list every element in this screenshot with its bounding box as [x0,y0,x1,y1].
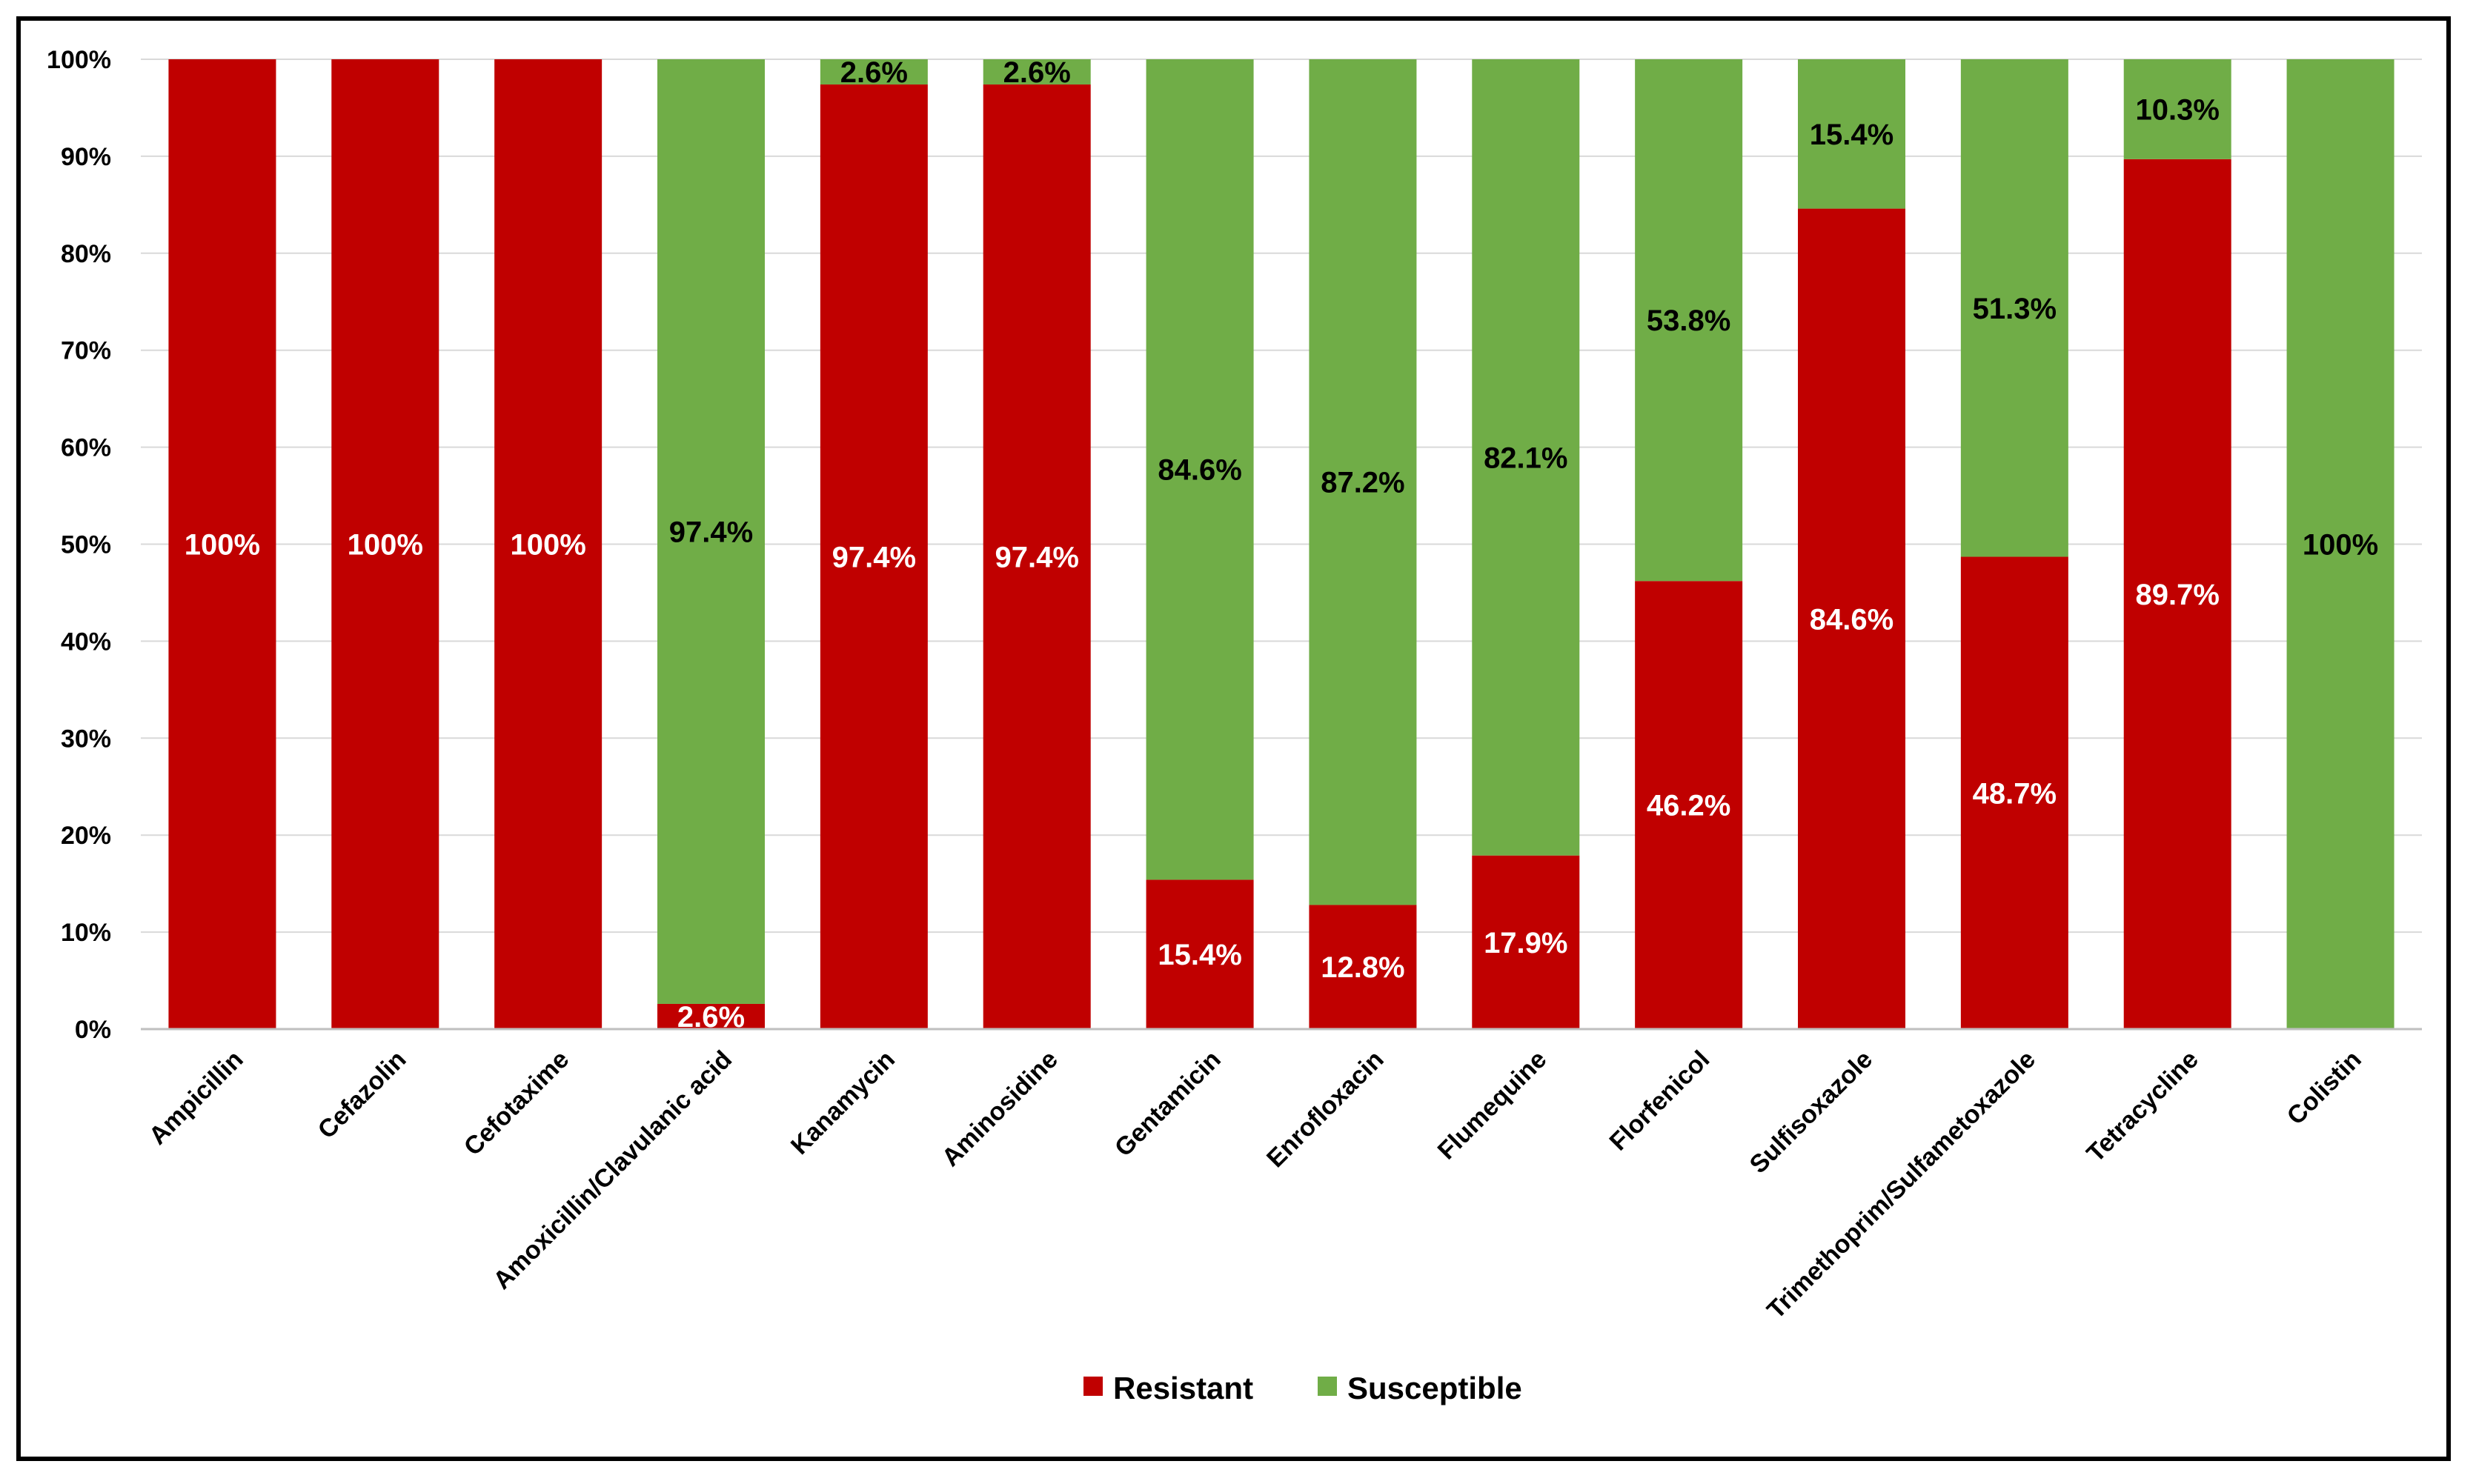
x-category-label: Gentamicin [1109,1045,1227,1162]
x-axis-category-labels: Ampicillin Cefazolin CefotaximeAmoxicillin… [144,1045,2367,1325]
y-tick-label: 30% [61,725,111,753]
y-tick-label: 70% [61,337,111,365]
y-tick-label: 60% [61,434,111,462]
data-label-resistant: 100% [510,529,585,562]
data-label-resistant: 12.8% [1321,951,1404,984]
y-tick-label: 100% [47,46,111,74]
data-label-resistant: 46.2% [1647,790,1730,822]
data-label-resistant: 100% [348,529,423,562]
bar-susceptible [1472,59,1580,856]
bars [168,59,2394,1030]
bar-susceptible [2123,59,2231,159]
bar-susceptible [1146,59,1254,880]
x-category-label: Ampicillin [144,1045,249,1151]
x-category-label: Flumequine [1433,1045,1553,1165]
data-label-resistant: 84.6% [1810,603,1893,636]
data-label-susceptible: 87.2% [1321,467,1404,499]
y-tick-label: 0% [75,1016,111,1044]
data-labels: 100% 100% 100% 2.6% 97.4% 97.4% 2.6% 97.4% 2.6% 1… [185,56,2378,1034]
legend: Resistant Susceptible [1083,1371,1522,1405]
x-category-label: Cefotaxime [459,1045,574,1161]
bar-resistant [820,84,928,1030]
legend-swatch-resistant [1083,1377,1103,1396]
bar-susceptible [657,59,765,1004]
data-label-susceptible: 82.1% [1484,442,1567,474]
data-label-susceptible: 84.6% [1158,454,1241,487]
x-category-label: Cefazolin [313,1045,412,1145]
gridlines [141,59,2422,934]
data-label-susceptible: 97.4% [669,516,753,548]
y-tick-label: 20% [61,822,111,850]
bar-resistant [1798,208,1905,1030]
legend-label-resistant: Resistant [1113,1371,1253,1405]
legend-swatch-susceptible [1318,1377,1337,1396]
data-label-susceptible: 15.4% [1810,119,1893,151]
data-label-resistant: 2.6% [677,1001,745,1034]
bar-susceptible [1635,59,1743,582]
x-category-label: Colistin [2282,1045,2367,1131]
bar-susceptible [2286,59,2394,1029]
data-label-resistant: 48.7% [1973,777,2057,810]
data-label-susceptible: 51.3% [1973,293,2057,325]
x-category-label: Kanamycin [786,1045,900,1160]
bar-resistant [1635,581,1743,1029]
bar-resistant [2123,159,2231,1029]
bar-resistant [657,1003,765,1029]
data-label-resistant: 89.7% [2136,579,2220,611]
bar-resistant [1960,556,2068,1029]
data-label-susceptible: 10.3% [2136,93,2220,126]
x-category-label: Florfenicol [1604,1045,1716,1157]
y-tick-label: 10% [61,919,111,947]
x-category-label: Enrofloxacin [1261,1045,1389,1173]
y-tick-label: 80% [61,240,111,268]
y-axis-tick-labels: 0% 10% 20% 30% 40% 50% 60% 70% 80% 90% 100% [47,46,111,1044]
data-label-susceptible: 53.8% [1647,305,1730,337]
x-category-label: Tetracycline [2081,1045,2203,1168]
bar-susceptible [1798,59,1905,209]
bar-resistant [1472,855,1580,1029]
bar-susceptible [1309,59,1417,905]
bar-susceptible [1960,59,2068,557]
data-label-susceptible: 2.6% [840,56,908,89]
x-category-label: Sulfisoxazole [1745,1045,1879,1179]
y-tick-label: 90% [61,143,111,171]
data-label-resistant: 17.9% [1484,927,1567,959]
data-label-resistant: 100% [185,529,260,562]
bar-resistant [331,59,439,1029]
y-tick-label: 50% [61,531,111,559]
data-label-resistant: 15.4% [1158,939,1241,971]
data-label-resistant: 97.4% [995,542,1079,574]
x-category-label: Trimethoprim/Sulfametoxazole [1762,1045,2041,1325]
bar-resistant [1146,879,1254,1029]
bar-resistant [168,59,276,1029]
bar-resistant [1309,905,1417,1029]
data-label-resistant: 97.4% [832,542,916,574]
bar-resistant [494,59,603,1029]
bar-resistant [983,84,1091,1030]
data-label-susceptible: 100% [2303,529,2378,562]
y-tick-label: 40% [61,628,111,656]
bar-susceptible [983,59,1091,85]
legend-label-susceptible: Susceptible [1347,1371,1522,1405]
data-label-susceptible: 2.6% [1003,56,1071,89]
x-category-label: Aminosidine [937,1045,1063,1172]
bar-susceptible [820,59,928,85]
